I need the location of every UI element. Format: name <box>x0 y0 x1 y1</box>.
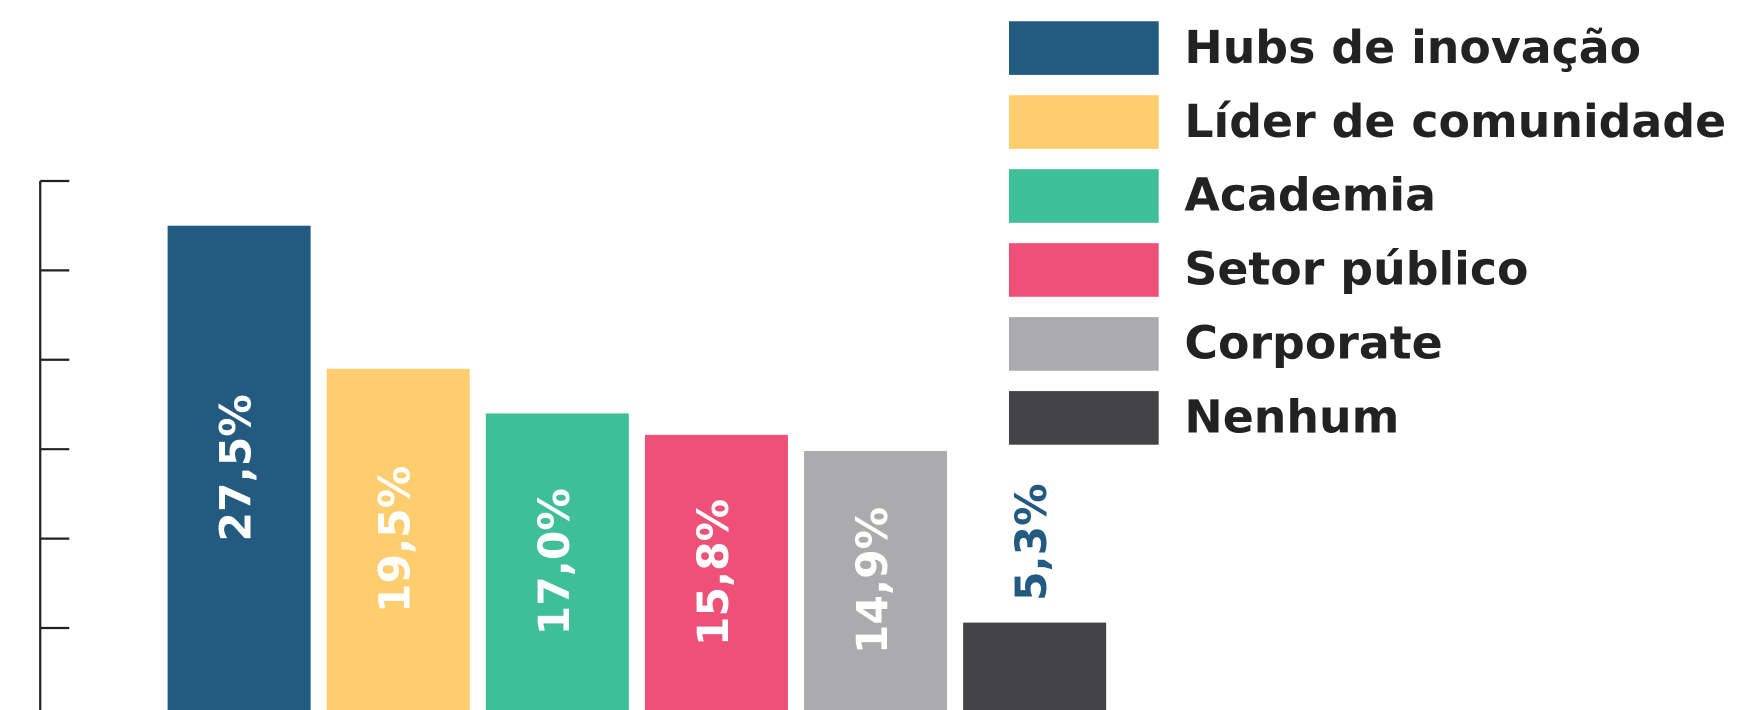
bar <box>963 622 1107 710</box>
value-label: 17,0% <box>531 488 580 635</box>
legend-swatch <box>1008 317 1159 371</box>
value-label: 27,5% <box>213 394 262 541</box>
legend-label: Setor público <box>1184 242 1528 296</box>
legend-swatch <box>1008 391 1159 445</box>
bar <box>167 225 311 710</box>
value-label: 5,3% <box>1008 483 1057 601</box>
legend-swatch <box>1008 243 1159 297</box>
legend-swatch <box>1008 21 1159 75</box>
value-label: 19,5% <box>372 466 421 613</box>
bar <box>485 413 629 710</box>
legend-label: Academia <box>1184 168 1436 222</box>
legend-swatch <box>1008 169 1159 223</box>
value-label: 14,9% <box>849 507 898 654</box>
legend-label: Corporate <box>1184 316 1442 370</box>
bar <box>326 368 470 710</box>
bar <box>644 434 788 710</box>
legend-label: Líder de comunidade <box>1184 94 1726 148</box>
legend-label: Nenhum <box>1184 390 1399 444</box>
bar <box>804 450 948 710</box>
legend-label: Hubs de inovação <box>1184 20 1641 74</box>
legend-swatch <box>1008 95 1159 149</box>
value-label: 15,8% <box>690 499 739 646</box>
